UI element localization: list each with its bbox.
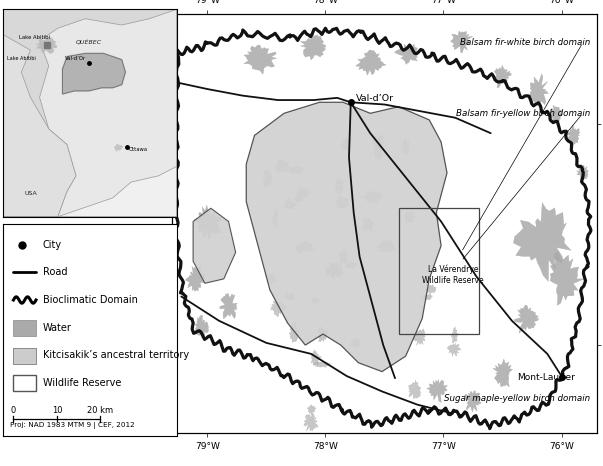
Polygon shape [289, 321, 300, 343]
Polygon shape [394, 44, 417, 64]
Polygon shape [548, 105, 563, 123]
Polygon shape [270, 301, 287, 317]
Polygon shape [114, 144, 122, 152]
Polygon shape [295, 185, 311, 199]
Polygon shape [327, 262, 344, 281]
Polygon shape [375, 239, 395, 252]
Polygon shape [294, 195, 303, 202]
Polygon shape [63, 53, 125, 94]
Polygon shape [36, 38, 57, 54]
Polygon shape [362, 217, 374, 233]
Polygon shape [3, 34, 76, 217]
Text: La Vérendrye
Wildlife Reserve: La Vérendrye Wildlife Reserve [422, 264, 484, 285]
Polygon shape [514, 203, 571, 281]
Polygon shape [325, 264, 339, 277]
Polygon shape [300, 35, 326, 60]
Polygon shape [377, 135, 385, 142]
Polygon shape [514, 305, 539, 333]
Polygon shape [283, 293, 295, 300]
Text: USA: USA [24, 191, 37, 196]
Polygon shape [465, 391, 481, 412]
Polygon shape [193, 208, 236, 283]
Bar [13, 320, 36, 336]
Polygon shape [304, 414, 318, 432]
Polygon shape [576, 164, 589, 180]
Polygon shape [401, 137, 409, 155]
Polygon shape [311, 350, 321, 365]
Text: Bioclimatic Domain: Bioclimatic Domain [43, 295, 138, 305]
Polygon shape [345, 261, 357, 269]
Polygon shape [567, 125, 579, 145]
Text: 20 km: 20 km [87, 406, 113, 416]
Polygon shape [450, 31, 473, 53]
Polygon shape [336, 196, 349, 210]
Text: Lake Abitibi: Lake Abitibi [7, 55, 36, 61]
Text: Ottawa: Ottawa [129, 147, 148, 152]
Bar [13, 375, 36, 391]
Polygon shape [359, 191, 383, 203]
Polygon shape [339, 247, 349, 265]
Polygon shape [493, 359, 513, 387]
Text: Water: Water [43, 322, 72, 333]
Polygon shape [294, 241, 315, 253]
Polygon shape [349, 337, 361, 348]
Polygon shape [427, 379, 447, 403]
Polygon shape [262, 169, 273, 188]
Text: Proj: NAD 1983 MTM 9 | CEF, 2012: Proj: NAD 1983 MTM 9 | CEF, 2012 [10, 422, 134, 429]
Text: Road: Road [43, 267, 68, 277]
Polygon shape [194, 315, 209, 336]
Text: 0: 0 [11, 406, 16, 416]
Polygon shape [276, 158, 289, 173]
Polygon shape [451, 327, 458, 343]
Text: Sugar maple-yellow birch domain: Sugar maple-yellow birch domain [444, 394, 590, 403]
Polygon shape [185, 266, 206, 291]
Polygon shape [421, 294, 432, 300]
Polygon shape [286, 166, 305, 175]
Text: Balsam fir-yellow birch domain: Balsam fir-yellow birch domain [456, 109, 590, 118]
Polygon shape [494, 65, 512, 88]
Polygon shape [272, 210, 278, 227]
Polygon shape [550, 252, 584, 305]
Polygon shape [268, 273, 276, 285]
Text: Mont-Laurier: Mont-Laurier [517, 373, 575, 383]
Polygon shape [341, 138, 350, 151]
Polygon shape [40, 9, 177, 217]
Text: Kitcisakik’s ancestral territory: Kitcisakik’s ancestral territory [43, 350, 189, 360]
Polygon shape [220, 293, 237, 319]
Polygon shape [405, 211, 415, 223]
Polygon shape [244, 45, 277, 74]
Polygon shape [413, 329, 425, 345]
Polygon shape [530, 74, 548, 104]
Text: 10: 10 [52, 406, 62, 416]
Polygon shape [313, 361, 330, 368]
Text: Lake Abitibi: Lake Abitibi [19, 35, 49, 40]
Polygon shape [312, 298, 319, 303]
Polygon shape [427, 285, 436, 294]
Polygon shape [372, 137, 383, 148]
Polygon shape [194, 205, 222, 239]
Bar [13, 348, 36, 363]
Text: Balsam fir-white birch domain: Balsam fir-white birch domain [459, 38, 590, 47]
Text: City: City [43, 240, 62, 250]
Polygon shape [284, 197, 296, 209]
Polygon shape [335, 176, 344, 195]
Text: Wildlife Reserve: Wildlife Reserve [43, 378, 121, 388]
Bar [399, 208, 479, 334]
Polygon shape [3, 166, 177, 217]
Text: Val-d’Or: Val-d’Or [356, 94, 394, 103]
Polygon shape [356, 50, 386, 75]
Polygon shape [307, 404, 316, 415]
Polygon shape [246, 102, 447, 371]
Text: QUÉBEC: QUÉBEC [76, 39, 102, 45]
Polygon shape [447, 343, 461, 356]
Text: Val-d’Or: Val-d’Or [65, 56, 86, 61]
Polygon shape [317, 327, 329, 342]
Polygon shape [408, 380, 421, 399]
Polygon shape [374, 147, 382, 162]
